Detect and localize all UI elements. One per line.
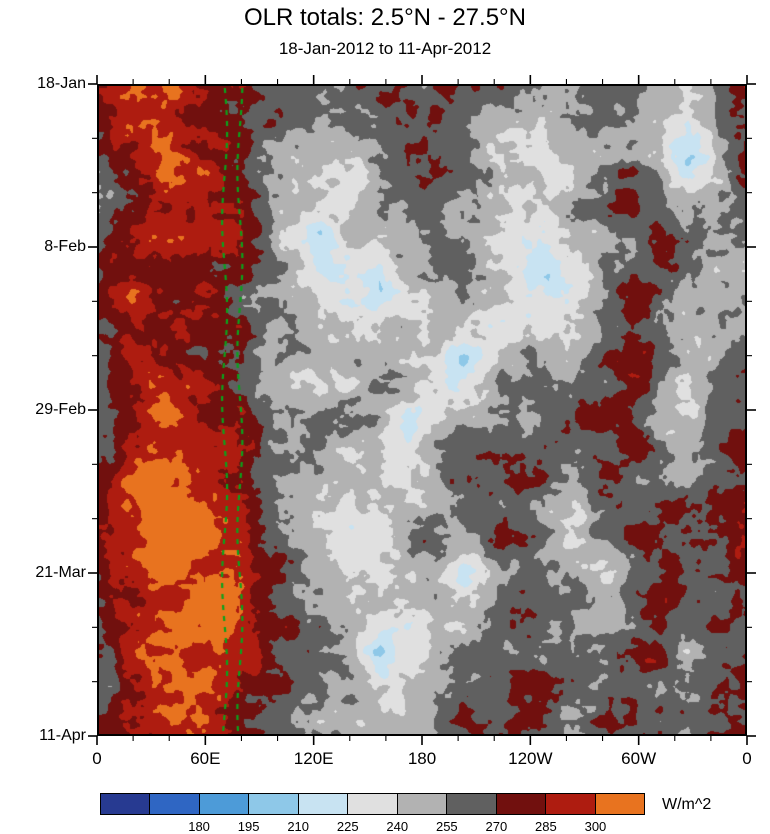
colorbar-unit: W/m^2 <box>662 796 712 813</box>
colorbar-segment <box>594 794 644 814</box>
x-tick-label: 180 <box>407 749 437 768</box>
chart-title: OLR totals: 2.5°N - 27.5°N <box>244 4 526 31</box>
y-tick-label: 18-Jan <box>37 75 86 92</box>
colorbar-segment <box>198 794 249 814</box>
colorbar-tick-label: 300 <box>584 819 607 834</box>
colorbar-tick-label: 240 <box>386 819 409 834</box>
colorbar-segment <box>446 794 496 814</box>
colorbar-segment <box>101 794 150 814</box>
colorbar-segment <box>396 794 447 814</box>
y-tick-label: 8-Feb <box>44 238 86 255</box>
y-tick-label: 29-Feb <box>35 401 86 418</box>
colorbar-segment <box>248 794 298 814</box>
colorbar-segment <box>149 794 199 814</box>
x-tick-label: 0 <box>742 749 752 768</box>
x-tick-label: 60W <box>621 749 657 768</box>
x-tick-label: 120E <box>293 749 334 768</box>
x-tick-label: 120W <box>508 749 553 768</box>
colorbar-segment <box>347 794 397 814</box>
colorbar <box>100 793 645 815</box>
colorbar-tick-label: 255 <box>435 819 458 834</box>
colorbar-segment <box>495 794 546 814</box>
chart-subtitle: 18-Jan-2012 to 11-Apr-2012 <box>278 39 492 58</box>
colorbar-segment <box>545 794 595 814</box>
x-tick-label: 0 <box>92 749 102 768</box>
colorbar-tick-label: 270 <box>485 819 508 834</box>
y-tick-label: 21-Mar <box>35 564 86 581</box>
colorbar-tick-label: 210 <box>287 819 310 834</box>
x-tick-label: 60E <box>190 749 221 768</box>
colorbar-segment <box>297 794 348 814</box>
colorbar-tick-label: 180 <box>188 819 210 834</box>
y-tick-label: 11-Apr <box>39 727 86 744</box>
colorbar-tick-label: 195 <box>237 819 260 834</box>
colorbar-tick-label: 225 <box>336 819 359 834</box>
olr-heatmap-canvas <box>99 86 745 734</box>
plot-area <box>97 84 747 736</box>
colorbar-tick-label: 285 <box>535 819 557 834</box>
